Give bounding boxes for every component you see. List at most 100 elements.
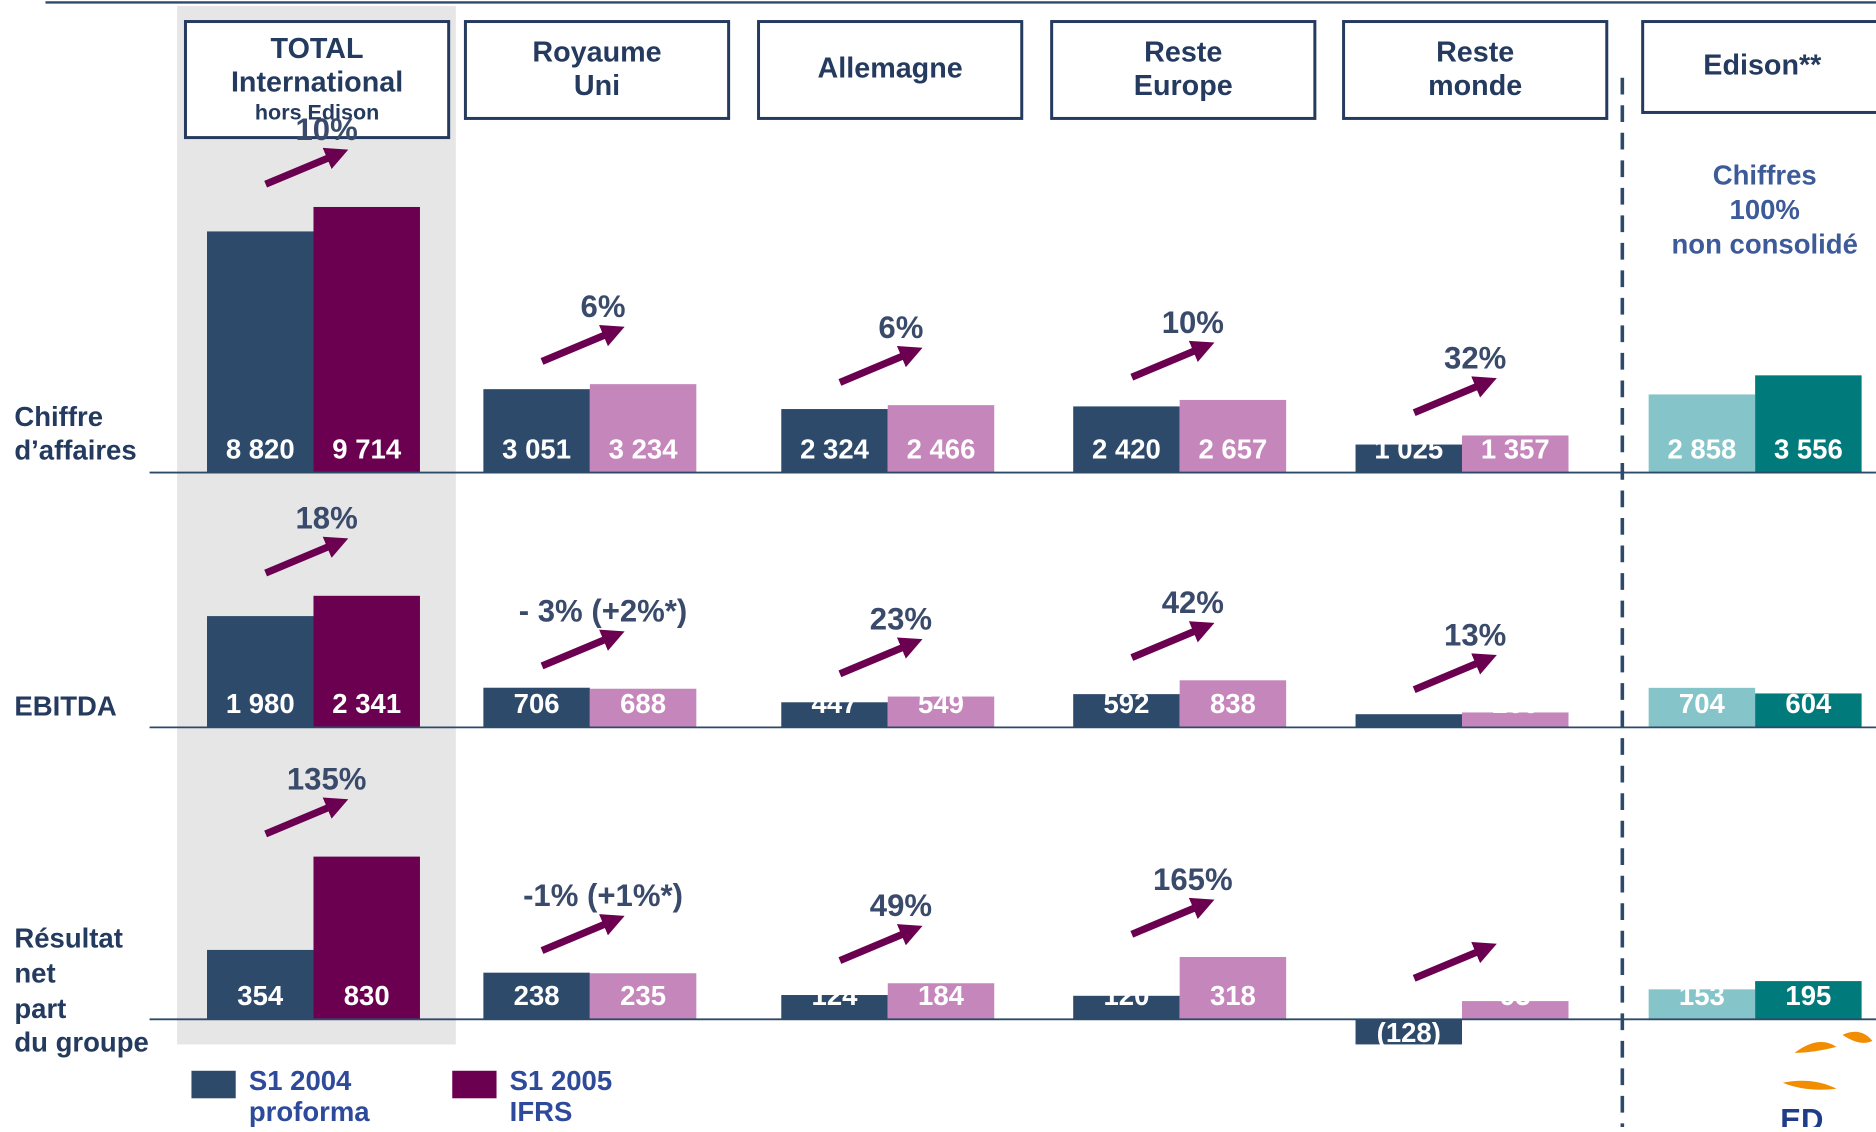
column-header-box — [1641, 20, 1876, 114]
change-arrow — [1130, 621, 1215, 661]
bar — [589, 973, 697, 1020]
change-label: 10% — [1162, 305, 1224, 340]
bar — [1755, 375, 1862, 473]
row-label: Résultat — [14, 923, 122, 954]
bar — [887, 983, 995, 1020]
change-label: -1% (+1%*) — [523, 878, 683, 913]
value-label: 235 — [620, 980, 666, 1011]
value-label: 153 — [1679, 980, 1725, 1011]
value-label: 1 980 — [226, 688, 295, 719]
bar — [1179, 680, 1287, 728]
bar — [1355, 444, 1463, 473]
value-label: 704 — [1679, 688, 1726, 719]
value-label: 238 — [514, 980, 560, 1011]
change-label: 135% — [287, 761, 367, 796]
bar — [781, 995, 888, 1020]
value-label: 447 — [812, 688, 858, 719]
value-label: 830 — [344, 980, 390, 1011]
value-label: 688 — [620, 688, 666, 719]
value-label: 2 420 — [1092, 433, 1161, 464]
change-arrow — [264, 536, 349, 577]
change-arrow — [540, 914, 625, 954]
bar — [1462, 712, 1569, 728]
column-header: Royaume — [532, 36, 661, 68]
column-header: TOTAL — [271, 33, 364, 65]
bar — [1462, 435, 1569, 473]
row-label: d’affaires — [14, 435, 136, 466]
value-label: 2 466 — [907, 433, 976, 464]
value-label: 235 — [1386, 688, 1432, 719]
change-arrow — [838, 346, 923, 386]
change-arrow — [838, 924, 923, 964]
value-label: 318 — [1210, 980, 1256, 1011]
change-label: 42% — [1162, 585, 1224, 620]
value-label: 266 — [1492, 688, 1538, 719]
bar — [483, 687, 590, 728]
bar — [1648, 394, 1756, 473]
value-label: 124 — [812, 980, 859, 1011]
change-label: 6% — [581, 289, 626, 324]
edison-note: 100% — [1730, 194, 1800, 225]
column-header: International — [231, 66, 403, 98]
change-label: 13% — [1444, 617, 1506, 652]
bar — [1073, 995, 1180, 1020]
change-arrow — [264, 147, 349, 188]
bar — [1355, 714, 1463, 728]
row-label: du groupe — [14, 1027, 148, 1058]
bar — [589, 688, 697, 728]
bar — [1755, 981, 1862, 1020]
column-header-box — [757, 20, 1024, 120]
column-header: Europe — [1134, 70, 1233, 102]
value-label: 354 — [237, 980, 284, 1011]
svg-text:ED: ED — [1780, 1102, 1823, 1127]
bar — [207, 616, 314, 728]
bar — [887, 696, 995, 728]
bar — [1179, 399, 1287, 473]
bar — [1073, 694, 1180, 728]
value-label: 592 — [1103, 688, 1149, 719]
change-label: 49% — [870, 888, 932, 923]
column-header-box — [463, 20, 731, 120]
value-label: 2 657 — [1198, 433, 1267, 464]
bar — [1073, 406, 1180, 473]
value-label: 8 820 — [226, 433, 295, 464]
bar — [589, 384, 697, 473]
value-label: 9 714 — [332, 433, 402, 464]
change-label: 32% — [1444, 340, 1506, 375]
bar — [483, 972, 590, 1020]
change-arrow — [1412, 941, 1497, 982]
bar — [483, 389, 590, 473]
bar — [781, 409, 888, 473]
value-label: 2 324 — [800, 433, 870, 464]
change-label: 18% — [296, 501, 358, 536]
value-label: 1 025 — [1374, 433, 1443, 464]
value-label: 3 051 — [502, 433, 571, 464]
change-arrow — [1130, 897, 1215, 938]
value-label: 3 556 — [1774, 433, 1843, 464]
bar — [887, 405, 995, 473]
legend-swatch — [452, 1070, 497, 1099]
column-header: Reste — [1436, 36, 1514, 68]
bar — [207, 231, 314, 473]
change-arrow — [1412, 653, 1497, 694]
edf-logo: ED — [1780, 1031, 1873, 1132]
bar — [207, 949, 314, 1020]
legend-swatch — [191, 1070, 236, 1099]
change-label: 23% — [870, 601, 932, 636]
value-label: 838 — [1210, 688, 1256, 719]
change-arrow — [264, 797, 349, 838]
row-label: part — [14, 993, 66, 1024]
value-label: 195 — [1785, 980, 1831, 1011]
column-header-box — [183, 20, 451, 140]
change-arrow — [838, 637, 923, 678]
legend-label: IFRS — [510, 1096, 573, 1127]
change-arrow — [1130, 340, 1215, 381]
row-label: net — [14, 957, 55, 988]
bar — [781, 702, 888, 728]
row-label: Chiffre — [14, 401, 103, 432]
column-header: Reste — [1144, 36, 1222, 68]
change-label: 165% — [1153, 862, 1233, 897]
change-label: 10% — [296, 112, 358, 147]
bar — [313, 595, 420, 728]
